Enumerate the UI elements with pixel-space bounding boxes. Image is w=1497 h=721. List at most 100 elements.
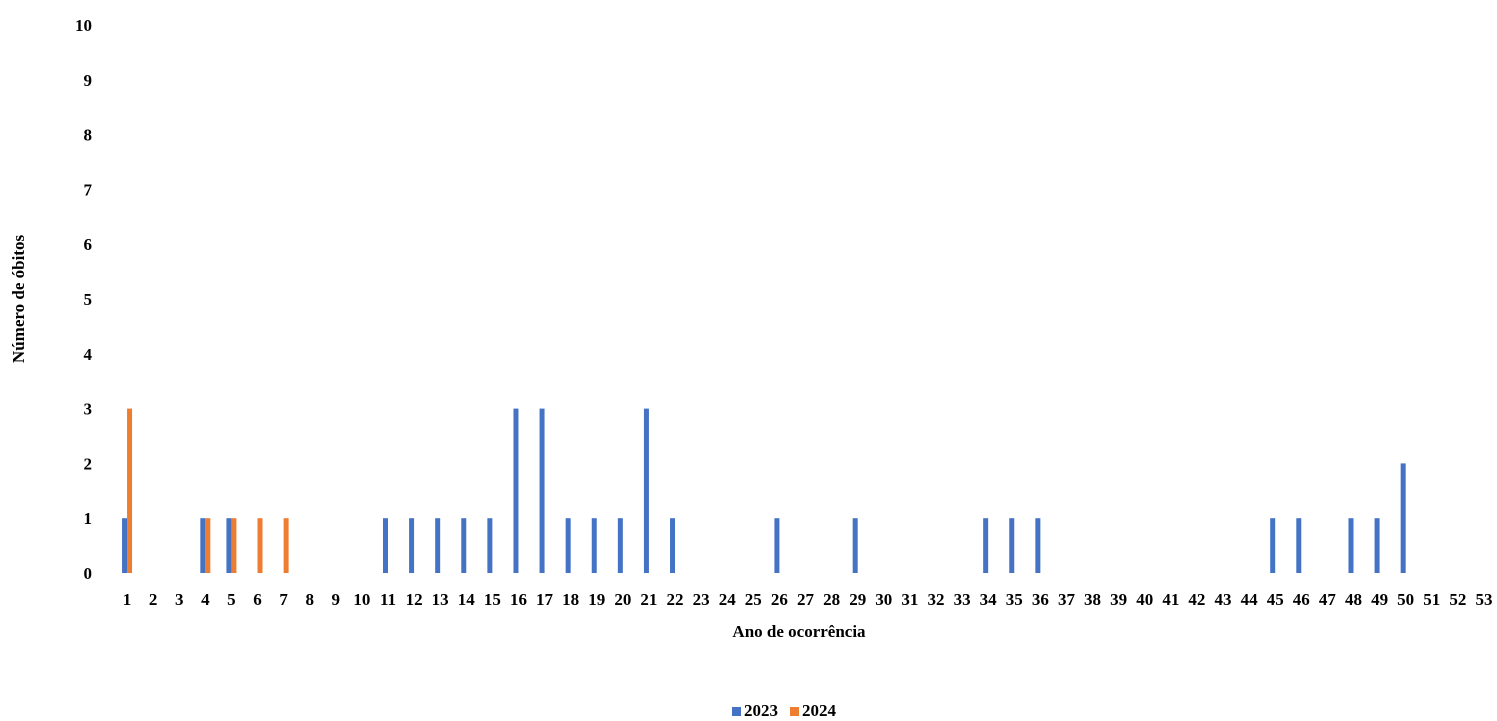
x-tick-label: 31 bbox=[901, 590, 918, 609]
bar-2024-7 bbox=[283, 518, 289, 573]
x-tick-label: 36 bbox=[1032, 590, 1049, 609]
x-tick-label: 43 bbox=[1215, 590, 1232, 609]
legend: 2023 2024 bbox=[732, 701, 848, 721]
legend-label-2023: 2023 bbox=[744, 701, 778, 720]
bar-2023-35 bbox=[1009, 518, 1015, 573]
x-tick-label: 21 bbox=[640, 590, 657, 609]
y-tick-label: 4 bbox=[84, 345, 93, 364]
x-tick-label: 40 bbox=[1136, 590, 1153, 609]
x-tick-label: 23 bbox=[693, 590, 710, 609]
x-tick-label: 30 bbox=[875, 590, 892, 609]
legend-swatch-2024 bbox=[790, 706, 799, 716]
bar-2023-18 bbox=[565, 518, 571, 573]
x-tick-label: 28 bbox=[823, 590, 840, 609]
x-axis-ticks: 1 2 3 4 5 6 7 8 9 10 11 12 13 14 15 16 17 18 19 20 21 22 23 24 2… bbox=[123, 590, 1493, 609]
x-tick-label: 39 bbox=[1110, 590, 1127, 609]
bar-2023-45 bbox=[1270, 518, 1276, 573]
bar-2024-4 bbox=[205, 518, 211, 573]
x-tick-label: 19 bbox=[588, 590, 605, 609]
x-tick-label: 34 bbox=[980, 590, 998, 609]
x-tick-label: 18 bbox=[562, 590, 579, 609]
x-tick-label: 50 bbox=[1397, 590, 1414, 609]
bar-2023-17 bbox=[539, 408, 545, 573]
x-tick-label: 51 bbox=[1423, 590, 1440, 609]
x-tick-label: 38 bbox=[1084, 590, 1101, 609]
x-axis-label: Ano de ocorrência bbox=[732, 622, 866, 641]
x-tick-label: 17 bbox=[536, 590, 554, 609]
bar-2023-48 bbox=[1348, 518, 1354, 573]
bar-2023-11 bbox=[382, 518, 388, 573]
y-tick-label: 2 bbox=[84, 454, 93, 473]
y-tick-label: 10 bbox=[75, 16, 92, 35]
x-tick-label: 24 bbox=[719, 590, 737, 609]
x-tick-label: 41 bbox=[1162, 590, 1179, 609]
x-tick-label: 8 bbox=[305, 590, 314, 609]
bar-2023-13 bbox=[435, 518, 441, 573]
x-tick-label: 6 bbox=[253, 590, 262, 609]
y-tick-label: 9 bbox=[84, 71, 93, 90]
x-tick-label: 12 bbox=[406, 590, 423, 609]
bars bbox=[122, 408, 1406, 573]
bar-2023-20 bbox=[617, 518, 623, 573]
legend-item-2023: 2023 bbox=[732, 701, 778, 721]
y-tick-label: 3 bbox=[84, 400, 93, 419]
x-tick-label: 25 bbox=[745, 590, 762, 609]
x-tick-label: 26 bbox=[771, 590, 788, 609]
x-tick-label: 53 bbox=[1475, 590, 1492, 609]
bar-2024-5 bbox=[231, 518, 237, 573]
x-tick-label: 10 bbox=[353, 590, 370, 609]
x-tick-label: 33 bbox=[954, 590, 971, 609]
bar-2023-15 bbox=[487, 518, 493, 573]
bar-2023-29 bbox=[852, 518, 858, 573]
x-tick-label: 27 bbox=[797, 590, 815, 609]
y-tick-label: 1 bbox=[84, 509, 93, 528]
x-tick-label: 42 bbox=[1188, 590, 1205, 609]
x-tick-label: 46 bbox=[1293, 590, 1310, 609]
bar-2023-21 bbox=[643, 408, 649, 573]
x-tick-label: 15 bbox=[484, 590, 501, 609]
x-tick-label: 49 bbox=[1371, 590, 1388, 609]
x-tick-label: 4 bbox=[201, 590, 210, 609]
x-tick-label: 5 bbox=[227, 590, 236, 609]
legend-item-2024: 2024 bbox=[790, 701, 836, 721]
bar-2023-4 bbox=[200, 518, 206, 573]
bar-2023-50 bbox=[1400, 463, 1406, 573]
x-tick-label: 37 bbox=[1058, 590, 1076, 609]
x-tick-label: 44 bbox=[1241, 590, 1259, 609]
bar-2023-22 bbox=[670, 518, 676, 573]
bar-2023-34 bbox=[983, 518, 989, 573]
y-axis-label: Número de óbitos bbox=[9, 235, 28, 364]
bar-2023-1 bbox=[122, 518, 128, 573]
x-tick-label: 3 bbox=[175, 590, 184, 609]
y-axis-ticks: 0 1 2 3 4 5 6 7 8 9 10 bbox=[75, 16, 93, 583]
bar-2023-49 bbox=[1374, 518, 1380, 573]
bar-2023-16 bbox=[513, 408, 519, 573]
bar-2024-1 bbox=[127, 408, 133, 573]
bar-2023-12 bbox=[409, 518, 415, 573]
x-tick-label: 13 bbox=[432, 590, 449, 609]
legend-swatch-2023 bbox=[732, 706, 741, 716]
x-tick-label: 35 bbox=[1006, 590, 1023, 609]
x-tick-label: 32 bbox=[927, 590, 944, 609]
y-tick-label: 5 bbox=[84, 290, 93, 309]
bar-2024-6 bbox=[257, 518, 263, 573]
bar-2023-36 bbox=[1035, 518, 1041, 573]
y-tick-label: 7 bbox=[84, 180, 93, 199]
bar-2023-46 bbox=[1296, 518, 1302, 573]
bar-2023-14 bbox=[461, 518, 467, 573]
legend-label-2024: 2024 bbox=[802, 701, 836, 720]
bar-2023-5 bbox=[226, 518, 232, 573]
y-tick-label: 0 bbox=[84, 564, 93, 583]
x-tick-label: 7 bbox=[279, 590, 288, 609]
y-tick-label: 6 bbox=[84, 235, 93, 254]
x-tick-label: 9 bbox=[332, 590, 341, 609]
y-tick-label: 8 bbox=[84, 126, 93, 145]
x-tick-label: 48 bbox=[1345, 590, 1362, 609]
bar-2023-19 bbox=[591, 518, 597, 573]
x-tick-label: 29 bbox=[849, 590, 866, 609]
x-tick-label: 16 bbox=[510, 590, 527, 609]
x-tick-label: 2 bbox=[149, 590, 158, 609]
x-tick-label: 22 bbox=[667, 590, 684, 609]
x-tick-label: 14 bbox=[458, 590, 476, 609]
